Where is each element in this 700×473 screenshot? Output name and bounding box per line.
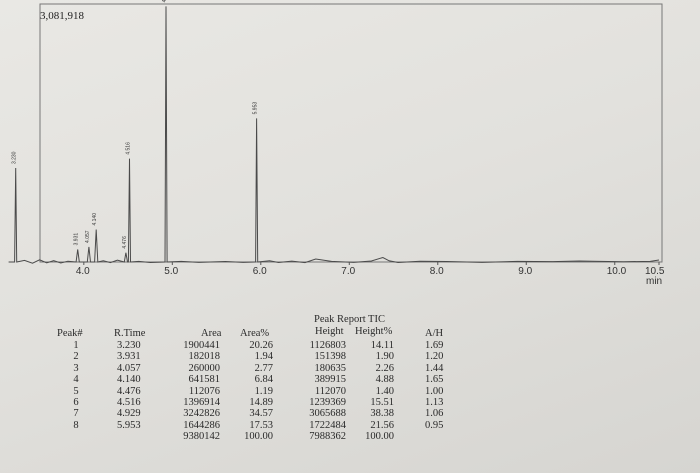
cell-area-pct-7: 34.57	[249, 408, 273, 420]
cell-area-pct-6: 14.89	[249, 396, 273, 408]
cell-height-5: 112070	[314, 385, 346, 397]
y-max-label: 3,081,918	[40, 10, 85, 22]
cell-area-pct-8: 17.53	[249, 419, 273, 431]
peak-label-3: 4.057	[85, 230, 91, 243]
cell-area-6: 1396914	[183, 396, 220, 408]
cell-peak-7: 7	[73, 408, 79, 420]
cell-peak-4: 4	[73, 374, 79, 386]
cell-area-pct-4: 6.84	[254, 374, 273, 386]
x-tick-label-4: 8.0	[430, 266, 444, 277]
total-height: 7988362	[309, 431, 346, 443]
cell-area-pct-5: 1.19	[254, 385, 273, 397]
x-tick-label-1: 5.0	[164, 266, 178, 277]
x-tick-label-0: 4.0	[76, 266, 90, 277]
cell-area-pct-2: 1.94	[254, 351, 273, 363]
report-title: Peak Report TIC	[314, 314, 385, 325]
x-tick-label-3: 7.0	[341, 266, 355, 277]
cell-area-2: 182018	[188, 351, 221, 363]
header-rtime: R.Time	[114, 328, 146, 339]
total-area-pct: 100.00	[244, 431, 273, 443]
cell-height-pct-5: 1.40	[375, 385, 394, 397]
cell-peak-8: 8	[73, 419, 79, 431]
peak-label-4: 4.140	[92, 213, 98, 226]
cell-ah-1: 1.69	[425, 340, 444, 351]
header-peak: Peak#	[57, 328, 83, 339]
cell-area-1: 1900441	[183, 340, 220, 351]
cell-rtime-2: 3.931	[117, 351, 141, 363]
peak-label-2: 3.931	[74, 233, 80, 246]
column-area: 1900441 182018 260000 641581 112076 1396914 32…	[170, 340, 220, 443]
cell-peak-2: 2	[73, 351, 79, 363]
cell-area-7: 3242826	[183, 408, 220, 420]
peak-label-1: 3.230	[12, 151, 18, 164]
total-area: 9380142	[183, 431, 220, 443]
cell-ah-4: 1.65	[425, 374, 444, 386]
plot-frame	[39, 3, 663, 263]
cell-height-pct-6: 15.51	[370, 396, 394, 408]
cell-height-3: 180635	[314, 362, 347, 374]
cell-height-6: 1239369	[309, 396, 346, 408]
cell-area-3: 260000	[188, 362, 221, 374]
cell-height-pct-1: 14.11	[370, 340, 394, 351]
cell-area-4: 641581	[188, 374, 221, 386]
tic-trace	[8, 6, 660, 264]
cell-peak-3: 3	[73, 362, 79, 374]
x-tick-label-5: 9.0	[518, 266, 532, 277]
x-axis-unit: min	[646, 276, 662, 287]
cell-height-pct-2: 1.90	[375, 351, 394, 363]
peak-label-6: 4.516	[125, 142, 131, 155]
cell-height-pct-3: 2.26	[375, 362, 394, 374]
cell-rtime-4: 4.140	[117, 374, 141, 386]
header-height-pct: Height%	[355, 326, 393, 337]
header-ah: A/H	[425, 328, 444, 339]
cell-area-8: 1644286	[183, 419, 220, 431]
cell-height-4: 389915	[314, 374, 347, 386]
cell-height-2: 151398	[314, 351, 347, 363]
header-height: Height	[315, 326, 344, 337]
total-height-pct: 100.00	[365, 431, 394, 443]
header-area: Area	[201, 328, 222, 339]
column-area-pct: 20.26 1.94 2.77 6.84 1.19 14.89 34.57 17.53 100.…	[235, 340, 273, 443]
cell-area-pct-3: 2.77	[254, 362, 273, 374]
column-height: 1126803 151398 180635 389915 112070 1239369 30…	[300, 340, 346, 443]
x-tick-label-7: 10.5	[645, 266, 665, 277]
cell-peak-6: 6	[73, 396, 79, 408]
x-tick-label-6: 10.0	[607, 266, 627, 277]
cell-peak-5: 5	[73, 385, 79, 397]
peak-label-7: 4.929	[162, 0, 168, 2]
cell-rtime-6: 4.516	[117, 396, 141, 408]
cell-rtime-1: 3.230	[117, 340, 141, 351]
cell-ah-5: 1.00	[425, 385, 444, 397]
cell-ah-8: 0.95	[425, 419, 444, 431]
column-rtime: 3.230 3.931 4.057 4.140 4.476 4.516 4.929 5.953	[117, 340, 141, 431]
cell-rtime-7: 4.929	[117, 408, 141, 420]
cell-rtime-3: 4.057	[117, 362, 141, 374]
x-tick-label-2: 6.0	[253, 266, 267, 277]
cell-rtime-8: 5.953	[117, 419, 141, 431]
cell-ah-3: 1.44	[425, 362, 444, 374]
peak-label-8: 5.953	[253, 102, 259, 115]
cell-height-pct-4: 4.88	[375, 374, 394, 386]
cell-height-7: 3065688	[309, 408, 346, 420]
cell-ah-2: 1.20	[425, 351, 444, 363]
x-axis-ticks: 4.0 5.0 6.0 7.0 8.0 9.0 10.0 10.5	[76, 262, 665, 277]
cell-area-pct-1: 20.26	[249, 340, 273, 351]
cell-height-1: 1126803	[309, 340, 346, 351]
column-height-pct: 14.11 1.90 2.26 4.88 1.40 15.51 38.38 21.56 100.…	[356, 340, 394, 443]
cell-area-5: 112076	[188, 385, 220, 397]
header-area-pct: Area%	[240, 328, 270, 339]
cell-height-pct-7: 38.38	[370, 408, 394, 420]
cell-rtime-5: 4.476	[117, 385, 141, 397]
cell-peak-1: 1	[73, 340, 79, 351]
cell-ah-7: 1.06	[425, 408, 444, 420]
cell-height-8: 1722484	[309, 419, 346, 431]
cell-height-pct-8: 21.56	[370, 419, 394, 431]
cell-ah-6: 1.13	[425, 396, 444, 408]
peak-label-5: 4.476	[122, 236, 128, 249]
column-ah: 1.69 1.20 1.44 1.65 1.00 1.13 1.06 0.95	[425, 340, 443, 431]
